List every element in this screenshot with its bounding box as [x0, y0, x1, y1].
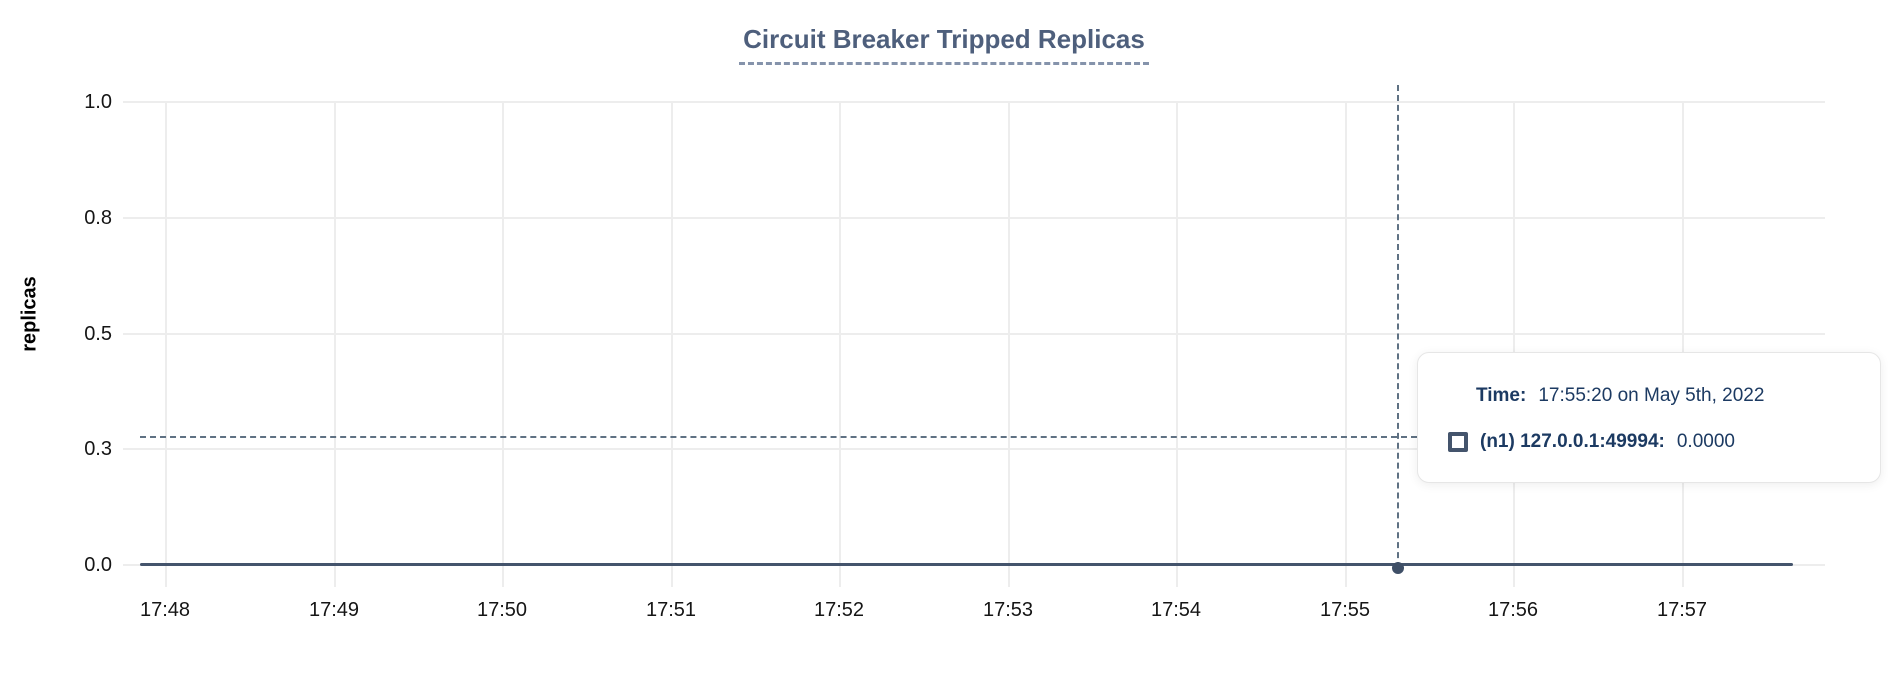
gridline-vertical [334, 102, 336, 587]
y-tick-label: 0.3 [84, 438, 112, 460]
gridline-vertical [839, 102, 841, 587]
gridline-horizontal [123, 333, 1825, 335]
tooltip-time-label: Time: [1476, 385, 1527, 406]
gridline-horizontal [123, 217, 1825, 219]
plot-area[interactable] [140, 102, 1825, 565]
chart-header: Circuit Breaker Tripped Replicas [0, 24, 1888, 65]
gridline-vertical [1176, 102, 1178, 587]
gridline-vertical [1682, 102, 1684, 587]
tooltip-series-label: (n1) 127.0.0.1:49994: [1480, 431, 1665, 452]
x-tick-label: 17:54 [1150, 599, 1202, 621]
gridline-vertical [1345, 102, 1347, 587]
tooltip: Time: 17:55:20 on May 5th, 2022 (n1) 127… [1417, 352, 1881, 483]
tooltip-series-row: (n1) 127.0.0.1:49994: 0.0000 [1448, 429, 1735, 455]
crosshair-horizontal-line [140, 436, 1417, 438]
y-tick-label: 0.8 [84, 207, 112, 229]
x-tick-label: 17:52 [813, 599, 865, 621]
gridline-vertical [671, 102, 673, 587]
y-tick-label: 0.0 [84, 554, 112, 576]
x-tick-label: 17:49 [308, 599, 360, 621]
x-tick-label: 17:55 [1319, 599, 1371, 621]
x-tick-label: 17:56 [1487, 599, 1539, 621]
chart-title[interactable]: Circuit Breaker Tripped Replicas [739, 24, 1149, 65]
tooltip-time-value: 17:55:20 on May 5th, 2022 [1538, 385, 1765, 406]
y-tick-label: 0.5 [84, 323, 112, 345]
series-line [140, 563, 1793, 566]
x-tick-label: 17:50 [476, 599, 528, 621]
x-tick-label: 17:51 [645, 599, 697, 621]
gridline-horizontal [123, 448, 1825, 450]
y-tick-label: 1.0 [84, 91, 112, 113]
crosshair-vertical-line [1397, 85, 1399, 568]
x-tick-label: 17:48 [139, 599, 191, 621]
gridline-vertical [1513, 102, 1515, 587]
series-square-marker-icon [1448, 432, 1468, 452]
tooltip-time-row: Time: 17:55:20 on May 5th, 2022 [1476, 383, 1764, 409]
gridline-horizontal [123, 101, 1825, 103]
x-tick-label: 17:57 [1656, 599, 1708, 621]
gridline-vertical [165, 102, 167, 587]
tooltip-series-value: 0.0000 [1676, 431, 1735, 452]
gridline-vertical [502, 102, 504, 587]
gridline-vertical [1008, 102, 1010, 587]
x-tick-label: 17:53 [982, 599, 1034, 621]
hovered-data-point [1392, 562, 1404, 574]
